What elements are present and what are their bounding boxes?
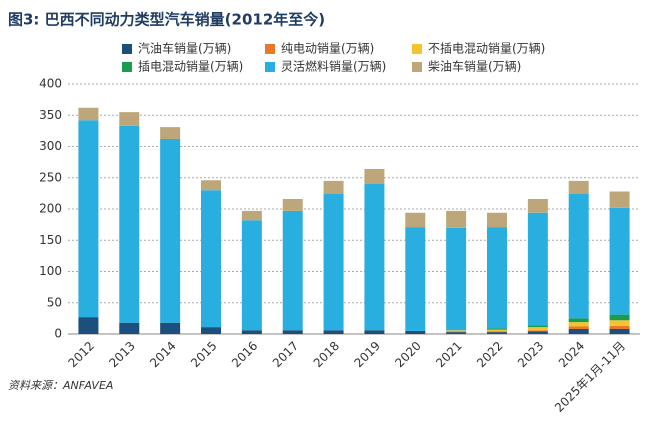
chart-title: 图3: 巴西不同动力类型汽车销量(2012年至今) (8, 11, 325, 29)
bar-segment (487, 328, 507, 330)
bar-segment (282, 330, 303, 334)
bar-segment (282, 210, 303, 331)
bar-segment (160, 139, 181, 323)
y-tick-label: 350 (39, 108, 62, 122)
bar-segment (282, 199, 303, 211)
source: 资料来源：ANFAVEA (8, 379, 113, 392)
bar-segment (609, 329, 630, 334)
bar-segment (241, 330, 262, 334)
bar-segment (609, 207, 630, 315)
legend-label: 柴油车销量(万辆) (428, 59, 521, 74)
bar-segment (160, 322, 181, 334)
bar-segment (609, 320, 630, 326)
bar-segment (119, 125, 140, 323)
bar-segment (446, 227, 467, 331)
bar-segment (446, 332, 467, 334)
bar-segment (487, 329, 507, 332)
bar-segment (527, 325, 548, 328)
legend-label: 插电混动销量(万辆) (138, 60, 243, 74)
y-tick-label: 150 (39, 233, 62, 247)
bar-segment (609, 325, 630, 329)
bar-segment (568, 329, 589, 334)
bar-segment (609, 314, 630, 321)
bar-segment (323, 180, 344, 194)
bar-segment (364, 330, 385, 334)
bar-segment (405, 212, 426, 228)
bar-segment (446, 331, 467, 333)
legend-swatch (412, 62, 422, 72)
bar-segment (568, 326, 589, 329)
bar-segment (201, 190, 221, 328)
x-tick-label: 2020 (392, 339, 423, 370)
bar-segment (78, 107, 99, 121)
bar-segment (323, 194, 344, 331)
y-tick-label: 400 (39, 77, 62, 91)
legend-label: 灵活燃料销量(万辆) (281, 59, 386, 74)
bar-segment (527, 327, 548, 331)
bar-segment (568, 318, 589, 323)
bar-segment (568, 322, 589, 327)
x-tick-label: 2022 (474, 339, 505, 370)
y-tick-label: 100 (39, 264, 62, 278)
bar-segment (364, 184, 385, 331)
legend-swatch (265, 62, 275, 72)
bar-segment (201, 180, 221, 191)
bar-segment (446, 330, 467, 332)
legend-label: 汽油车销量(万辆) (138, 41, 231, 56)
bar-segment (527, 212, 548, 326)
x-tick-label: 2012 (66, 339, 97, 370)
bar-segment (119, 112, 140, 126)
y-tick-label: 200 (39, 202, 62, 216)
x-tick-label: 2019 (352, 339, 383, 370)
legend-swatch (265, 44, 275, 54)
bar-segment (487, 212, 507, 228)
y-tick-label: 300 (39, 139, 62, 153)
bar-segment (119, 322, 140, 334)
y-tick-label: 250 (39, 170, 62, 184)
bar-segment (527, 331, 548, 334)
bar-segment (446, 210, 467, 228)
x-tick-label: 2015 (188, 339, 219, 370)
x-tick-label: 2018 (311, 339, 342, 370)
bar-segment (568, 180, 589, 194)
bar-segment (487, 227, 507, 329)
bar-segment (201, 327, 221, 334)
bar-segment (241, 210, 262, 221)
x-tick-label: 2013 (106, 339, 137, 370)
legend-swatch (122, 62, 132, 72)
bar-segment (160, 127, 181, 139)
bar-segment (609, 191, 630, 208)
x-tick-label: 2025年1月-11月 (552, 339, 628, 415)
bar-segment (241, 220, 262, 331)
bar-segment (405, 330, 426, 334)
legend-swatch (412, 44, 422, 54)
bar-segment (323, 330, 344, 334)
bar-segment (364, 169, 385, 184)
y-tick-label: 50 (47, 295, 62, 309)
legend-label: 纯电动销量(万辆) (281, 42, 374, 56)
legend-label: 不插电混动销量(万辆) (428, 42, 545, 56)
bar-segment (527, 199, 548, 213)
bar-segment (78, 120, 99, 318)
x-tick-label: 2023 (515, 339, 546, 370)
x-tick-label: 2014 (147, 339, 178, 370)
bar-segment (527, 330, 548, 332)
bar-segment (487, 331, 507, 333)
legend-swatch (122, 44, 132, 54)
x-tick-label: 2016 (229, 339, 260, 370)
x-tick-label: 2024 (556, 339, 587, 370)
bar-segment (487, 332, 507, 334)
y-tick-label: 0 (54, 327, 62, 341)
bar-segment (405, 227, 426, 331)
x-tick-label: 2021 (433, 339, 464, 370)
bar-segment (568, 194, 589, 319)
bar-segment (78, 317, 99, 334)
x-tick-label: 2017 (270, 339, 301, 370)
